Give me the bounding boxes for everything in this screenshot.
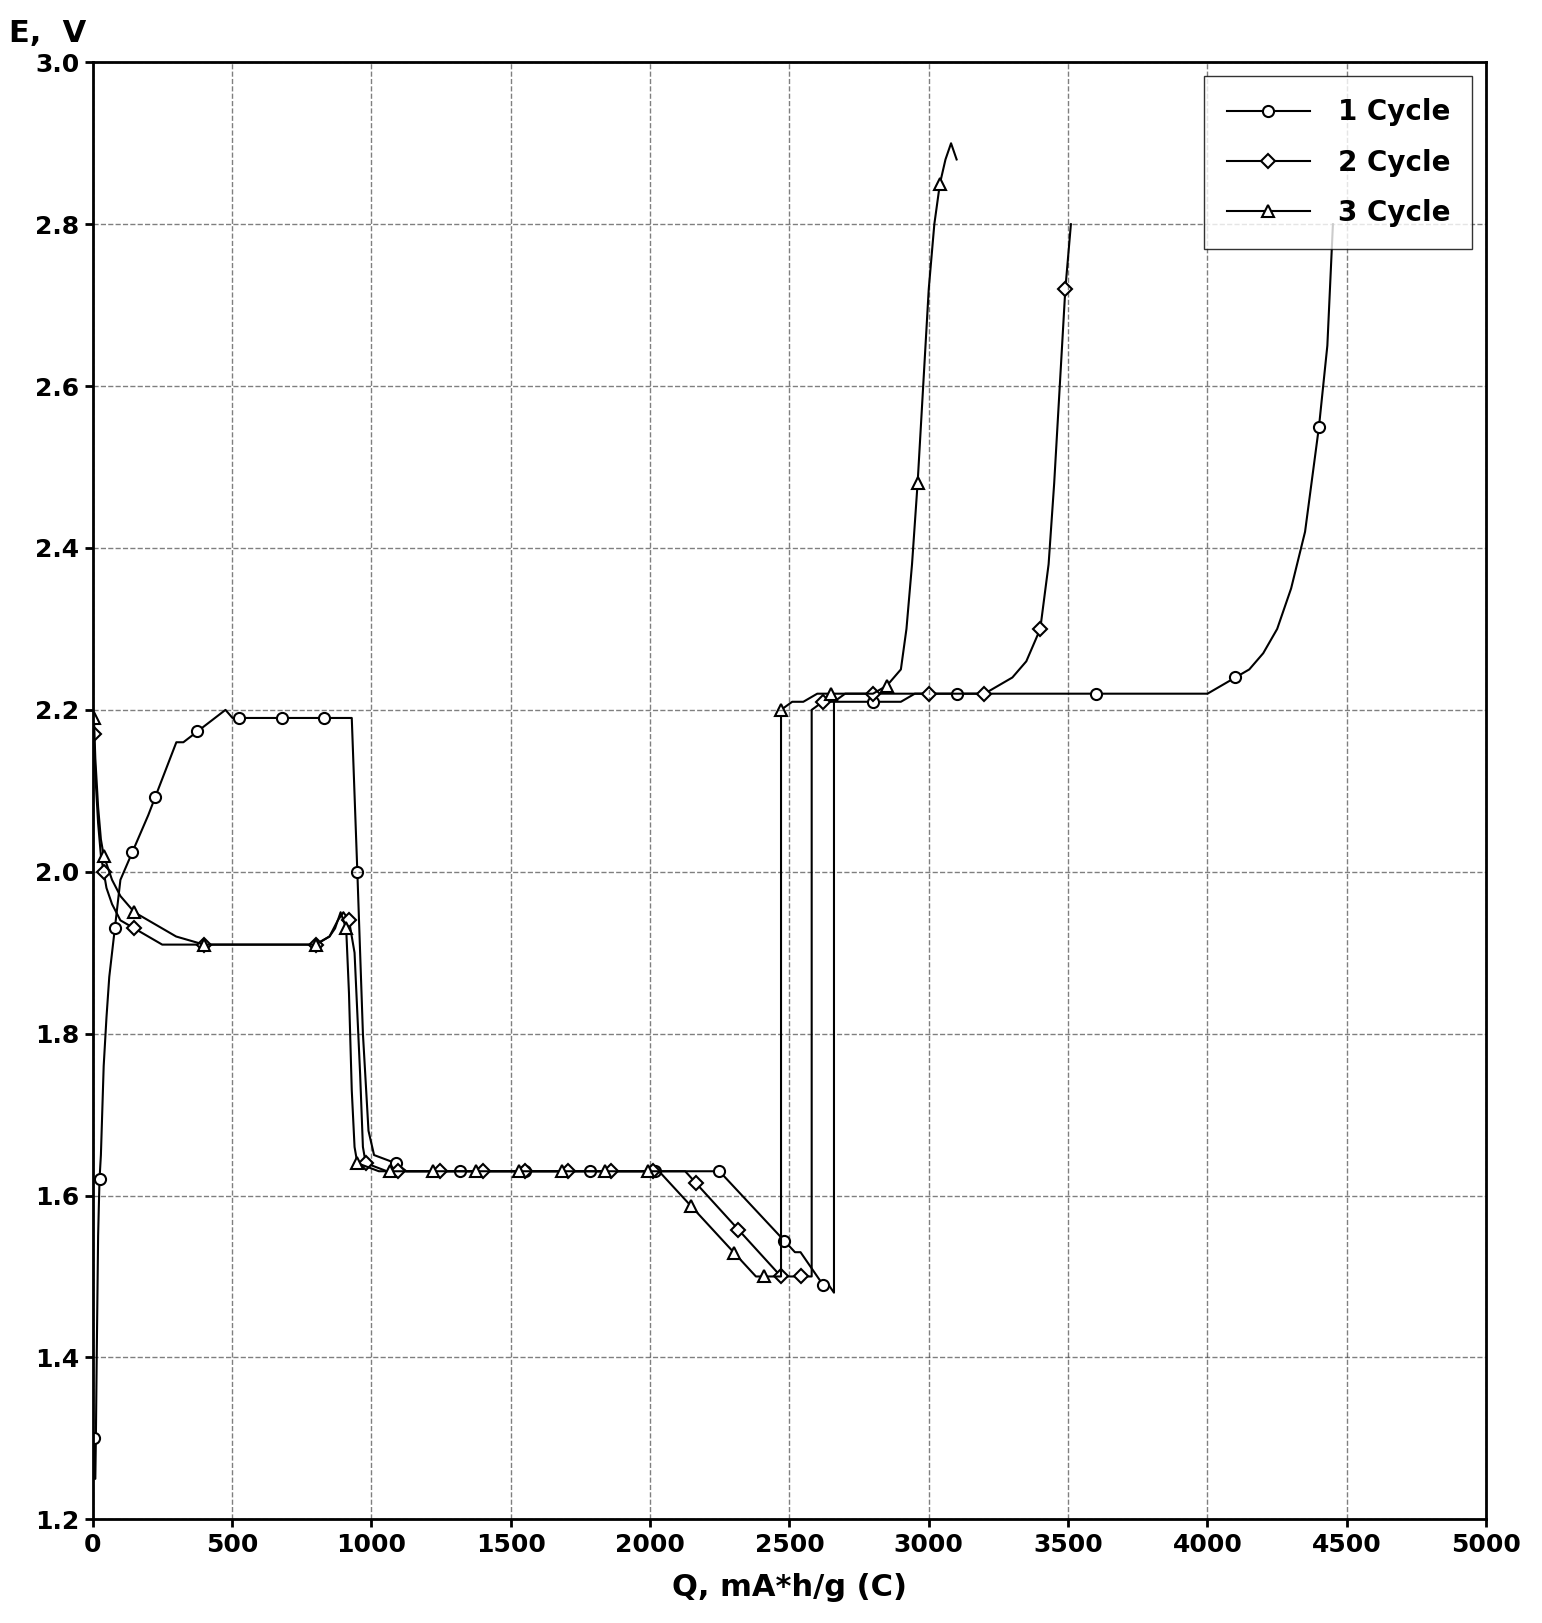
- 1 Cycle: [85, 1428, 103, 1448]
- 2 Cycle: [771, 1266, 790, 1285]
- 2 Cycle: [686, 1173, 705, 1193]
- 3 Cycle: [85, 708, 103, 727]
- 3 Cycle: [628, 1162, 646, 1182]
- 2 Cycle: [1061, 214, 1079, 234]
- 1 Cycle: [517, 1162, 535, 1182]
- 3 Cycle: [541, 1162, 560, 1182]
- 1 Cycle: [85, 1469, 103, 1488]
- X-axis label: Q, mA*h/g (C): Q, mA*h/g (C): [672, 1573, 907, 1602]
- 3 Cycle: [348, 1154, 367, 1173]
- 1 Cycle: [571, 1162, 589, 1182]
- 3 Cycle: [746, 1266, 765, 1285]
- 2 Cycle: [506, 1162, 524, 1182]
- 3 Cycle: [947, 149, 965, 169]
- 1 Cycle: [1323, 214, 1342, 234]
- 3 Cycle: [783, 691, 802, 711]
- 1 Cycle: [1226, 667, 1244, 687]
- 2 Cycle: [802, 700, 820, 719]
- 3 Cycle: [942, 133, 961, 153]
- Line: 3 Cycle: 3 Cycle: [88, 138, 962, 1282]
- 2 Cycle: [356, 1154, 375, 1173]
- 3 Cycle: [348, 1154, 367, 1173]
- Legend: 1 Cycle, 2 Cycle, 3 Cycle: 1 Cycle, 2 Cycle, 3 Cycle: [1204, 76, 1473, 248]
- 2 Cycle: [307, 935, 325, 954]
- 3 Cycle: [89, 797, 108, 816]
- Line: 1 Cycle: 1 Cycle: [88, 219, 1338, 1485]
- 2 Cycle: [85, 724, 103, 743]
- 1 Cycle: [786, 1243, 805, 1263]
- Text: E,  V: E, V: [9, 19, 86, 47]
- 2 Cycle: [473, 1162, 492, 1182]
- 1 Cycle: [202, 711, 221, 730]
- 1 Cycle: [1004, 683, 1022, 703]
- Line: 2 Cycle: 2 Cycle: [89, 219, 1076, 1281]
